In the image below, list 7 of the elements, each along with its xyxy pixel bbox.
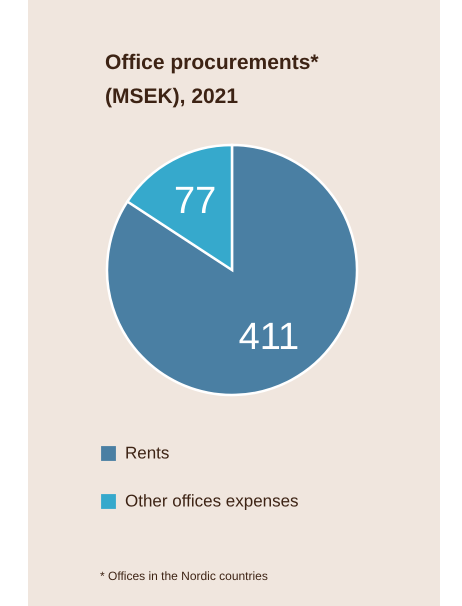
data-label: 77 [174, 180, 216, 222]
legend-label: Other offices expenses [125, 492, 299, 510]
data-label: 411 [238, 316, 300, 358]
pie-slice [106, 144, 358, 396]
chart-title: Office procurements* (MSEK), 2021 [105, 51, 320, 108]
text: * Offices in the Nordic countries [100, 569, 268, 583]
legend-label: Rents [125, 444, 170, 462]
